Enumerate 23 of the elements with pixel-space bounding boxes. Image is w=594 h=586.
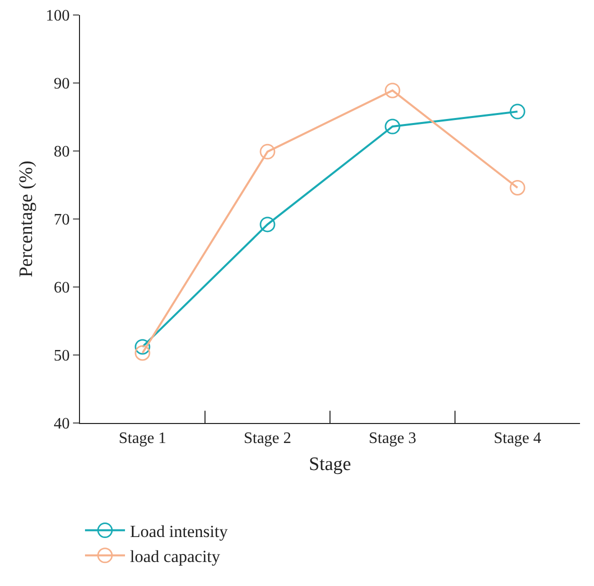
legend-label: Load intensity: [130, 522, 228, 541]
y-tick-label: 50: [54, 348, 70, 365]
y-tick-label: 60: [54, 280, 70, 297]
x-tick-label: Stage 3: [368, 430, 416, 448]
point: [384, 118, 400, 134]
y-tick-label: 80: [54, 144, 70, 161]
x-tick-label: Stage 2: [244, 430, 292, 448]
legend-label: load capacity: [130, 547, 221, 566]
point: [134, 345, 150, 361]
y-axis-title: Percentage (%): [16, 160, 37, 278]
x-tick-label: Stage 1: [118, 430, 166, 448]
point: [384, 82, 400, 98]
x-tick-label: Stage 4: [494, 430, 542, 448]
point: [134, 339, 150, 355]
point: [260, 144, 276, 160]
point: [510, 180, 526, 196]
point: [260, 216, 276, 232]
y-tick-label: 70: [54, 212, 70, 229]
point: [510, 104, 526, 120]
y-tick-label: 100: [46, 8, 70, 25]
x-axis-title: Stage: [308, 454, 352, 475]
y-tick-label: 40: [54, 416, 70, 433]
y-tick-label: 90: [54, 76, 70, 93]
